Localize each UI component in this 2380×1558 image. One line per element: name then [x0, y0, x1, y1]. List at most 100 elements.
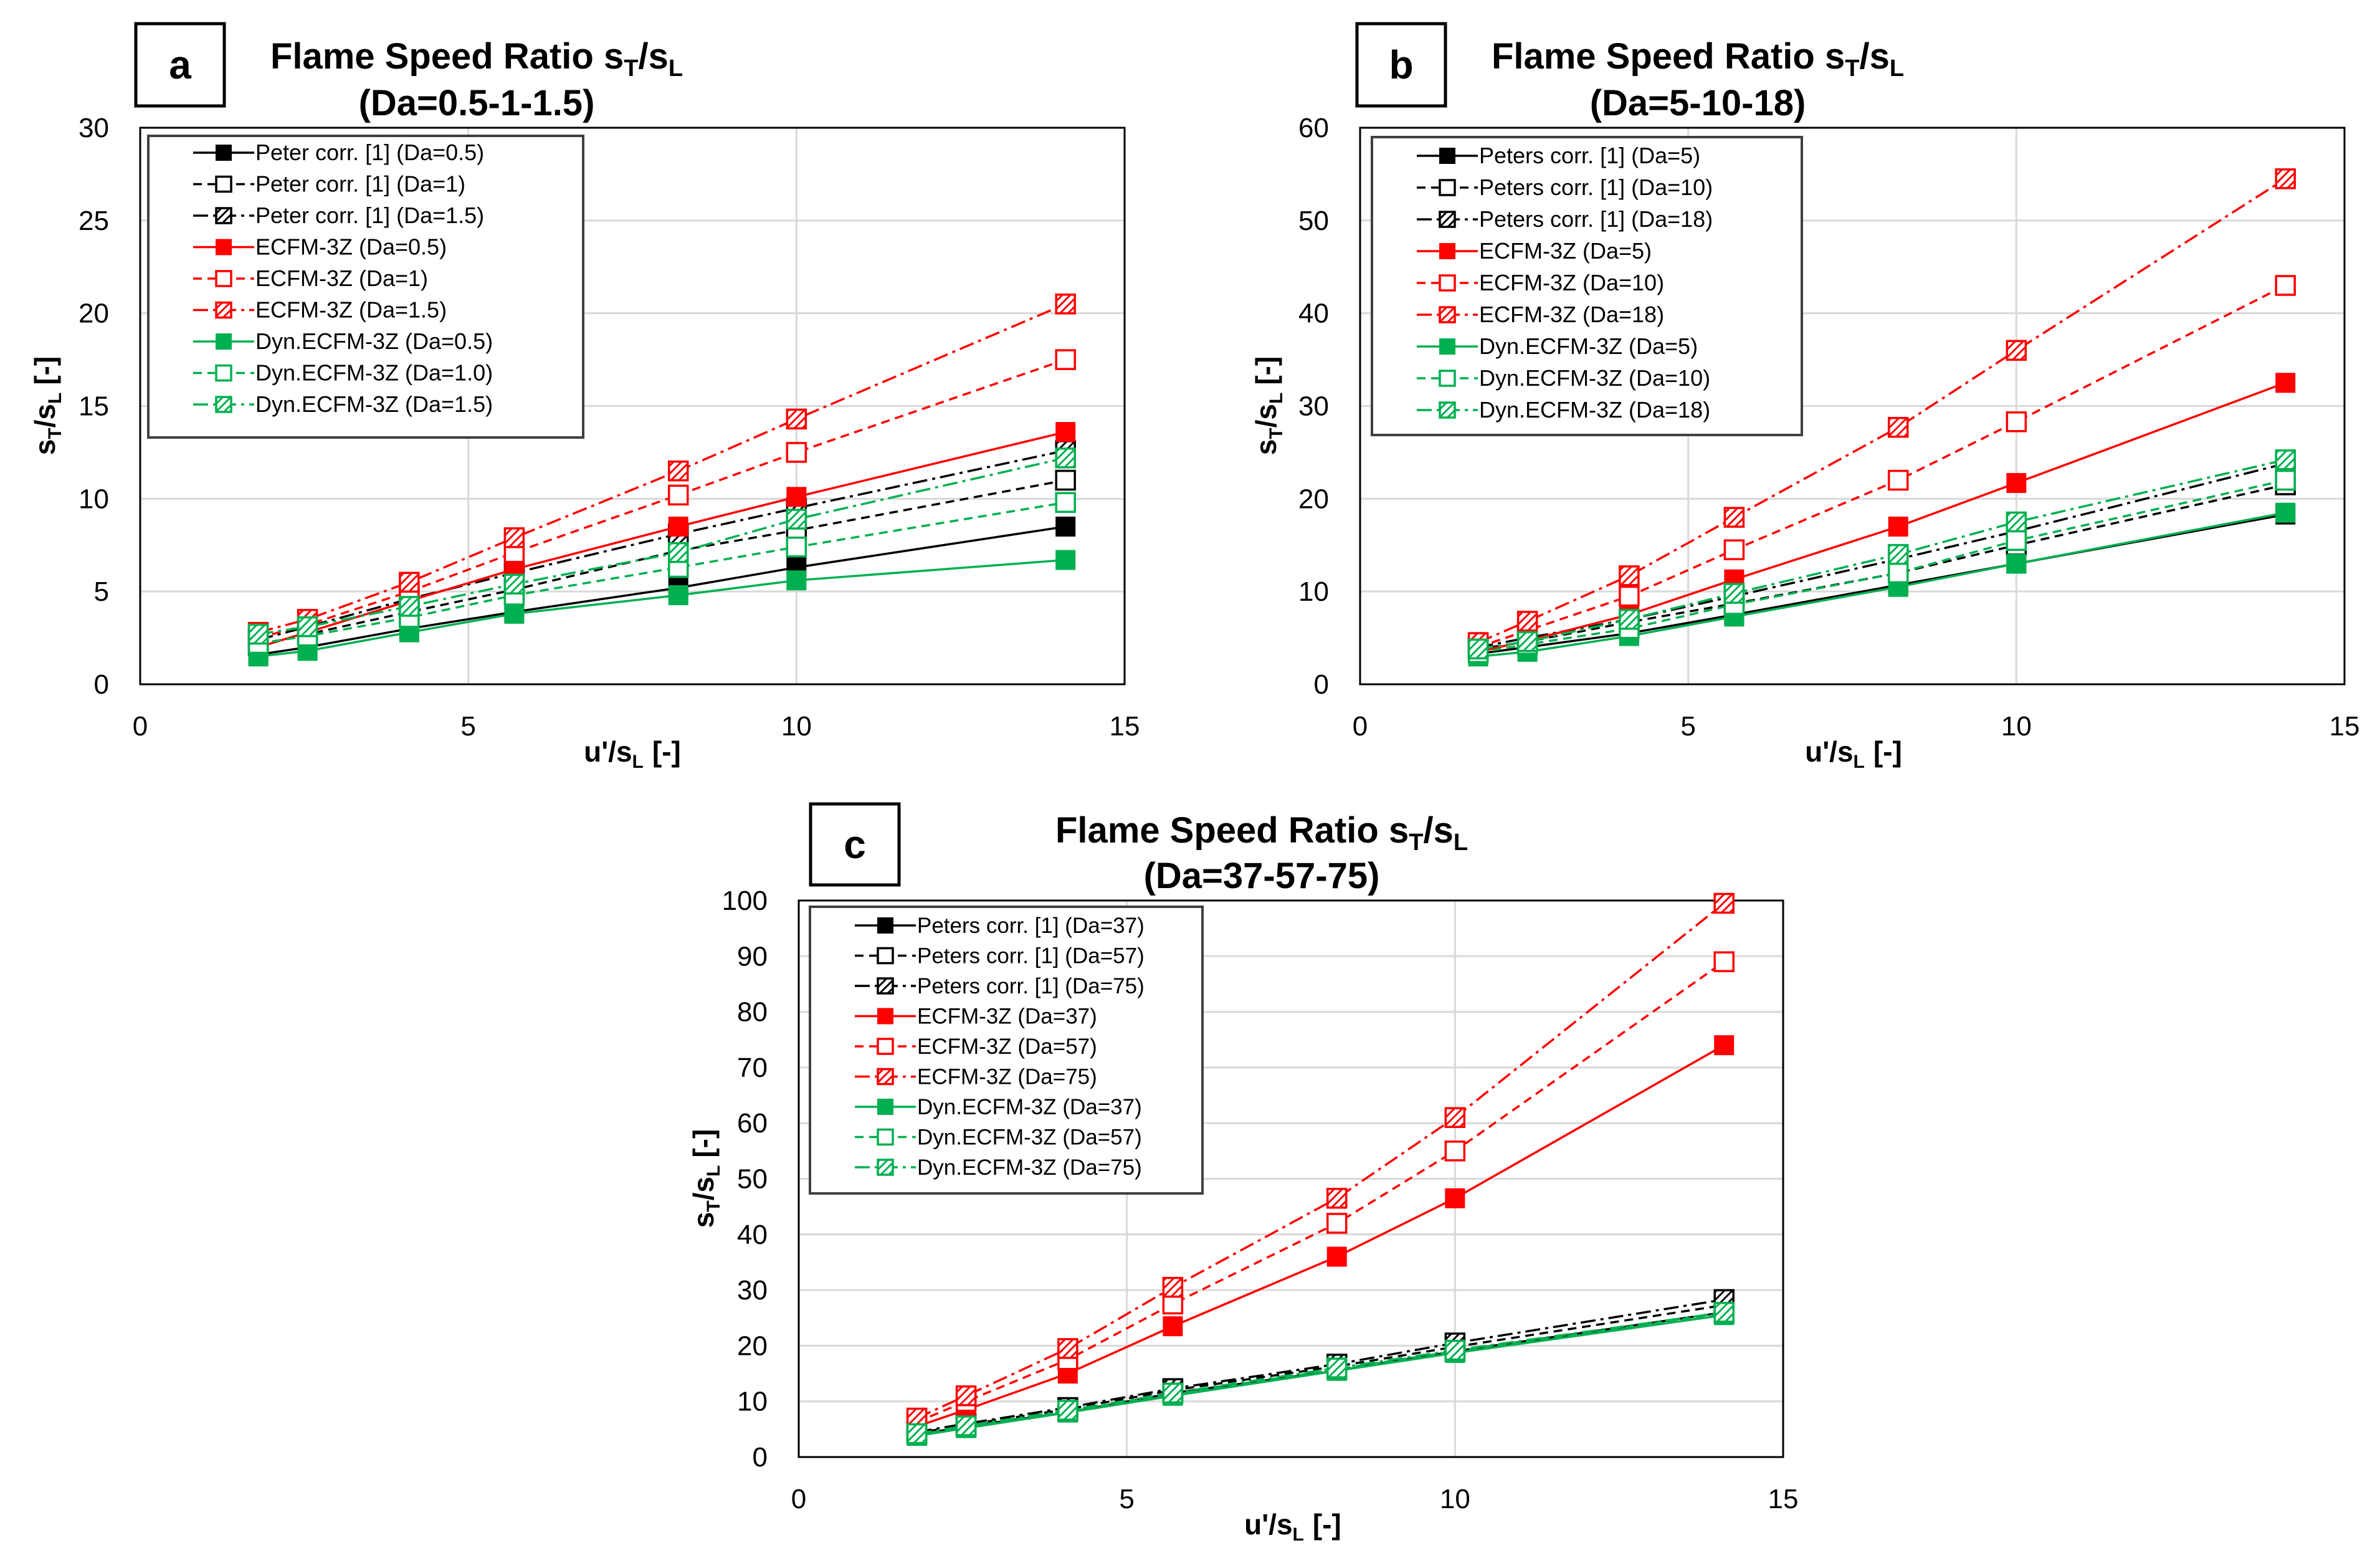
data-point	[668, 585, 688, 606]
chart-subtitle: (Da=37-57-75)	[1144, 856, 1380, 896]
legend-item: Dyn.ECFM-3Z (Da=37)	[855, 1095, 1142, 1119]
data-point	[1162, 1293, 1184, 1315]
legend-item: ECFM-3Z (Da=57)	[855, 1035, 1097, 1059]
plot-frame	[797, 899, 1784, 1458]
legend-item: Dyn.ECFM-3Z (Da=18)	[1417, 397, 1710, 423]
data-point	[2006, 553, 2027, 574]
data-point	[1444, 1339, 1466, 1361]
legend-label: Dyn.ECFM-3Z (Da=5)	[1479, 333, 1698, 359]
data-point	[2275, 449, 2296, 471]
legend-item: Peter corr. [1] (Da=0.5)	[193, 140, 484, 165]
data-point	[786, 442, 807, 463]
data-point	[877, 947, 894, 965]
series-line	[258, 501, 1066, 645]
data-point	[1619, 585, 1640, 607]
data-point	[215, 207, 232, 224]
data-point	[1439, 274, 1456, 292]
data-point	[2006, 340, 2027, 361]
y-tick-label: 20	[737, 1331, 768, 1361]
data-point	[1619, 609, 1640, 630]
data-point	[786, 536, 807, 558]
data-point	[1467, 638, 1489, 660]
legend-label: Peters corr. [1] (Da=75)	[917, 974, 1145, 998]
y-tick-label: 10	[1298, 576, 1329, 607]
title-slash: /s	[1859, 36, 1889, 77]
x-tick-label: 15	[2330, 711, 2360, 742]
data-point	[1444, 1107, 1466, 1129]
data-point	[1439, 211, 1456, 228]
chart-title: Flame Speed Ratio sT/sL	[1055, 810, 1468, 856]
data-point	[1713, 951, 1735, 972]
data-point	[877, 1008, 893, 1025]
panel-label: c	[844, 822, 866, 867]
x-tick-label: 10	[2001, 711, 2032, 742]
data-point	[1723, 583, 1745, 604]
y-tick-label: 100	[722, 886, 768, 916]
legend-label: ECFM-3Z (Da=1.5)	[255, 297, 447, 323]
title-sub-t: T	[624, 55, 638, 82]
y-tick-label: 60	[1298, 113, 1329, 143]
data-point	[2275, 168, 2296, 189]
series-line	[1478, 462, 2286, 649]
data-point	[2275, 469, 2296, 491]
data-point	[2006, 473, 2027, 494]
x-axis-label: u'/sL [-]	[1805, 735, 1902, 772]
data-point	[786, 408, 807, 430]
data-point	[215, 396, 232, 413]
data-point	[1439, 148, 1455, 164]
data-point	[216, 333, 232, 350]
data-point	[877, 1128, 894, 1146]
legend-label: ECFM-3Z (Da=10)	[1479, 270, 1664, 295]
panel-label: a	[169, 42, 191, 87]
y-tick-label: 10	[79, 484, 109, 514]
panel-label: b	[1389, 42, 1413, 87]
data-point	[1162, 1382, 1184, 1404]
data-point	[297, 616, 318, 638]
y-tick-label: 90	[737, 941, 768, 972]
y-tick-label: 20	[79, 299, 109, 329]
x-axis-label: u'/sL [-]	[584, 735, 681, 772]
data-point	[216, 145, 232, 161]
legend-label: ECFM-3Z (Da=75)	[917, 1065, 1097, 1089]
legend-item: ECFM-3Z (Da=75)	[855, 1065, 1097, 1089]
data-point	[1619, 565, 1640, 586]
y-tick-label: 5	[94, 576, 109, 607]
legend-label: ECFM-3Z (Da=1)	[255, 265, 428, 291]
legend-item: Peter corr. [1] (Da=1)	[193, 171, 465, 197]
y-tick-label: 25	[79, 206, 109, 236]
data-point	[1439, 401, 1456, 419]
data-point	[2275, 373, 2296, 393]
y-tick-label: 30	[1298, 391, 1329, 422]
y-tick-label: 40	[737, 1220, 768, 1250]
series-6	[1467, 168, 2296, 653]
data-point	[1055, 349, 1076, 370]
y-axis-label: sT/sL[-]	[1250, 356, 1287, 456]
panel-label-box	[1355, 22, 1447, 108]
legend-item: Peters corr. [1] (Da=75)	[855, 974, 1145, 998]
data-point	[1055, 422, 1076, 442]
legend-label: Peter corr. [1] (Da=0.5)	[255, 140, 484, 165]
legend-label: ECFM-3Z (Da=57)	[917, 1035, 1097, 1059]
y-tick-label: 30	[737, 1275, 768, 1306]
legend-item: Dyn.ECFM-3Z (Da=1.5)	[193, 391, 493, 417]
legend-label: Peters corr. [1] (Da=37)	[917, 914, 1145, 938]
title-sub-l: L	[1454, 829, 1468, 856]
x-tick-label: 10	[781, 711, 812, 742]
legend-label: Peters corr. [1] (Da=18)	[1479, 206, 1713, 232]
data-point	[786, 509, 807, 530]
y-tick-label: 0	[753, 1442, 768, 1473]
legend-item: ECFM-3Z (Da=10)	[1417, 270, 1664, 295]
data-point	[399, 596, 420, 617]
series-2	[1467, 474, 2296, 660]
panel-label-box	[809, 802, 901, 887]
data-point	[1057, 1338, 1078, 1359]
data-point	[877, 917, 893, 934]
data-point	[1516, 631, 1538, 652]
series-line	[1478, 511, 2286, 658]
data-point	[215, 270, 232, 287]
data-point	[1887, 469, 1909, 491]
series-7	[1468, 502, 2296, 667]
title-sub-t: T	[1845, 55, 1859, 82]
chart-subtitle: (Da=0.5-1-1.5)	[359, 83, 595, 123]
legend-label: Peters corr. [1] (Da=57)	[917, 944, 1145, 968]
